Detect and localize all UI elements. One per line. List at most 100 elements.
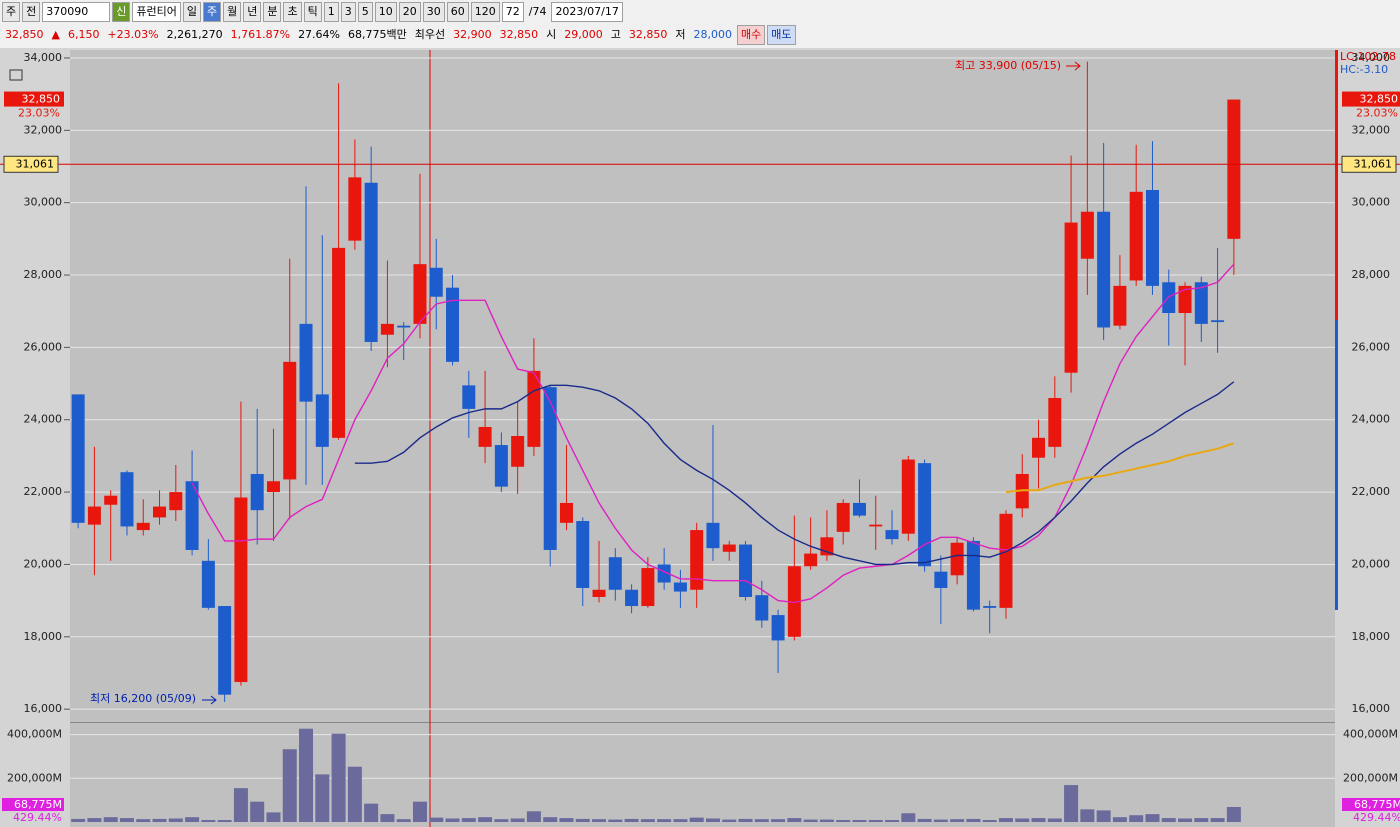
candle-body: [397, 325, 411, 328]
candle-body: [266, 481, 280, 493]
volume-bar: [592, 819, 607, 822]
toolbar-item[interactable]: 10: [374, 2, 397, 22]
volume-bar: [526, 811, 541, 822]
last-price-box: [1342, 91, 1400, 107]
candle-body: [478, 426, 492, 447]
y-tick-label: 34,000: [24, 51, 63, 64]
crosshair-label-box: [3, 155, 59, 173]
candle-body: [722, 544, 736, 552]
side-bar: [1335, 320, 1338, 610]
volume-ratio: 429.44%: [1353, 811, 1400, 824]
volume-bar: [787, 818, 802, 822]
toolbar-item[interactable]: 2023/07/17: [551, 2, 623, 22]
toolbar-item[interactable]: 년: [243, 2, 262, 22]
volume-bar: [396, 819, 411, 822]
candle-body: [1129, 191, 1143, 281]
candle-body: [234, 497, 248, 683]
candle-body: [543, 387, 557, 550]
toolbar-item[interactable]: 퓨런티어: [132, 2, 181, 22]
y-tick-label: 30,000: [24, 196, 63, 209]
volume-bar: [71, 818, 86, 822]
toolbar-row: 주 전 370090 신 퓨런티어 일 주 월 년 분 초 틱 1 3 5 10 20 30 60 120 72/74 2…: [2, 2, 623, 22]
candle-body: [836, 502, 850, 532]
candle-body: [983, 606, 997, 608]
toolbar-item[interactable]: /74: [528, 5, 547, 18]
toolbar-item[interactable]: 20: [398, 2, 421, 22]
toolbar-item[interactable]: 월: [223, 2, 242, 22]
last-price-label: 32,850: [22, 93, 61, 106]
candle-body: [348, 177, 362, 241]
y-tick-label: 24,000: [1352, 413, 1391, 426]
low-annotation: 최저 16,200 (05/09): [90, 692, 196, 705]
volume-last-box: [1342, 798, 1400, 811]
toolbar-item[interactable]: 주: [202, 2, 222, 22]
volume-bar: [689, 817, 704, 822]
candle-body: [462, 385, 476, 409]
volume-bar: [315, 774, 330, 822]
toolbar-item[interactable]: 370090: [42, 2, 111, 22]
volume-bar: [510, 818, 525, 822]
moving-average: [354, 381, 1235, 566]
toolbar-item[interactable]: 일: [182, 2, 201, 22]
y-tick-label: 24,000: [24, 413, 63, 426]
candle-body: [739, 544, 753, 597]
candle-body: [494, 445, 508, 487]
toolbar-item[interactable]: 주: [2, 2, 21, 22]
candle-body: [87, 506, 101, 525]
candle-body: [885, 530, 899, 540]
order-button[interactable]: 매도: [767, 25, 796, 45]
toolbar-item[interactable]: 72: [501, 2, 524, 22]
y-tick-label: 400,000M: [1343, 728, 1398, 741]
toolbar-item[interactable]: 120: [470, 2, 500, 22]
toolbar: 주 전 370090 신 퓨런티어 일 주 월 년 분 초 틱 1 3 5 10 20 30 60 120 72/74 2…: [0, 0, 1400, 48]
arrow: [202, 695, 217, 705]
candle-body: [966, 540, 980, 610]
last-price-box: [4, 91, 64, 107]
volume-bar: [917, 818, 932, 822]
toolbar-item[interactable]: 60: [446, 2, 469, 22]
toolbar-item[interactable]: 전: [22, 2, 41, 22]
volume-bar: [494, 819, 509, 822]
candle-body: [511, 436, 525, 467]
y-tick-label: 18,000: [1352, 630, 1391, 643]
toolbar-item[interactable]: 3: [340, 2, 356, 22]
volume-bar: [299, 728, 314, 822]
volume-bar: [885, 820, 900, 822]
quote-item: 28,000: [693, 28, 733, 41]
candle-body: [690, 530, 704, 590]
volume-bar: [429, 817, 444, 822]
volume-bar: [445, 818, 460, 822]
volume-bar: [803, 819, 818, 822]
volume-bar: [347, 766, 362, 822]
y-tick-label: 18,000: [24, 630, 63, 643]
toolbar-item[interactable]: 30: [422, 2, 445, 22]
candle-body: [315, 394, 329, 447]
candle-body: [901, 459, 915, 534]
volume-bar: [364, 803, 379, 822]
indicator-label: HC:-3.10: [1340, 63, 1388, 76]
candle-body: [934, 571, 948, 588]
toolbar-item[interactable]: 틱: [303, 2, 322, 22]
volume-bar: [1015, 818, 1030, 822]
quote-item: 2,261,270: [166, 28, 223, 41]
quote-item: 최우선: [414, 28, 446, 41]
candle-body: [283, 361, 297, 480]
crosshair-label: 31,061: [16, 157, 55, 170]
candle-body: [755, 595, 769, 621]
volume-bar: [119, 818, 134, 822]
toolbar-item[interactable]: 초: [283, 2, 302, 22]
toolbar-item[interactable]: 분: [263, 2, 282, 22]
chart-icon: [9, 69, 23, 81]
y-tick-label: 20,000: [1352, 557, 1391, 570]
last-price-change: 23.03%: [1356, 107, 1398, 120]
toolbar-item[interactable]: 5: [357, 2, 373, 22]
toolbar-item[interactable]: 신: [112, 2, 131, 22]
volume-bar: [380, 814, 395, 822]
volume-bar: [640, 819, 655, 822]
side-bar: [1335, 50, 1338, 320]
volume-bar: [1047, 818, 1062, 822]
volume-bar: [152, 818, 167, 822]
toolbar-item[interactable]: 1: [323, 2, 339, 22]
order-button[interactable]: 매수: [737, 25, 766, 45]
